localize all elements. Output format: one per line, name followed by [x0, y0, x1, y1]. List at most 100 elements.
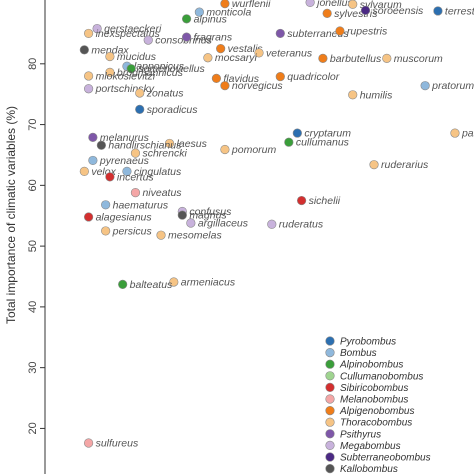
legend-label-Cullumanobombus: Cullumanobombus	[340, 371, 423, 382]
legend-label-Bombus: Bombus	[340, 348, 377, 359]
point-label-schrencki: schrencki	[142, 148, 187, 160]
legend-label-Subterraneobombus: Subterraneobombus	[340, 453, 431, 464]
point-label-mucidus: mucidus	[117, 51, 157, 63]
data-point-portschinsky	[83, 84, 94, 94]
data-point-barbutellus	[318, 53, 328, 63]
data-point-pratorum	[420, 81, 430, 91]
data-point-haematurus	[101, 200, 111, 210]
legend-marker-Sibiricobombus	[325, 382, 335, 393]
legend-marker-Kallobombus	[325, 464, 335, 474]
data-point-ruderarius	[369, 160, 379, 170]
point-label-portschinsky: portschinsky	[95, 83, 155, 95]
legend-label-Alpigenobombus: Alpigenobombus	[339, 406, 415, 417]
data-point-consobrinus	[143, 35, 153, 45]
point-label-mesomelas: mesomelas	[168, 230, 222, 242]
point-label-magnus: magnus	[189, 210, 227, 222]
legend-marker-Melanobombus	[325, 394, 335, 404]
point-label-sylvestris: sylvestris	[334, 8, 378, 20]
data-point-argillaceus	[186, 218, 196, 228]
data-point-cingulatus	[122, 166, 132, 176]
point-label-cingulatus: cingulatus	[134, 166, 182, 178]
point-label-pomorum: pomorum	[231, 144, 277, 156]
data-point-sulfureus	[83, 438, 94, 448]
data-point-alpinus	[181, 14, 192, 24]
point-label-soroeensis: soroeensis	[373, 5, 425, 17]
point-label-ruderarius: ruderarius	[381, 159, 429, 171]
point-label-veteranus: veteranus	[266, 47, 313, 59]
data-point-ruderatus	[267, 219, 277, 229]
point-label-barbutellus: barbutellus	[330, 53, 382, 65]
data-point-terrestris	[433, 6, 443, 16]
legend-marker-Bombus	[325, 348, 335, 358]
data-point-sporadicus	[135, 104, 145, 114]
point-label-humilis: humilis	[360, 89, 393, 101]
point-label-alpinus: alpinus	[194, 13, 228, 25]
legend-marker-Cullumanobombus	[325, 371, 335, 381]
data-point-mendax	[79, 45, 89, 55]
legend-label-Pyrobombus: Pyrobombus	[340, 337, 396, 348]
point-label-pascuorum: pascuorum	[461, 128, 474, 140]
data-point-mlokosievitzi	[83, 71, 94, 81]
legend-label-Thoracobombus: Thoracobombus	[340, 418, 412, 429]
point-label-cullumanus: cullumanus	[296, 137, 350, 149]
data-point-sichelii	[297, 195, 307, 206]
point-label-muscorum: muscorum	[394, 53, 443, 65]
y-tick-label: 70	[27, 118, 39, 130]
legend: PyrobombusBombusAlpinobombusCullumanobom…	[325, 336, 431, 474]
point-label-norvegicus: norvegicus	[232, 80, 284, 92]
data-point-pascuorum	[450, 128, 460, 138]
legend-marker-Megabombus	[325, 440, 335, 451]
legend-label-Melanobombus: Melanobombus	[340, 395, 408, 406]
point-label-alagesianus: alagesianus	[96, 211, 153, 223]
data-point-magnus	[177, 210, 187, 220]
y-tick-label: 60	[27, 179, 39, 191]
point-label-quadricolor: quadricolor	[287, 71, 339, 83]
data-point-soroeensis	[360, 5, 371, 15]
data-point-wurflenii	[220, 0, 230, 9]
legend-marker-Subterraneobombus	[325, 452, 335, 462]
legend-label-Sibiricobombus: Sibiricobombus	[340, 383, 408, 394]
data-point-pyrenaeus	[88, 155, 98, 166]
data-points: wurflenii jonellus sylvarum monticolaalpinu…	[79, 0, 474, 450]
data-point-handlirschianus	[96, 140, 106, 150]
point-label-persicus: persicus	[112, 225, 153, 237]
point-label-terrestris: terrestris	[445, 5, 474, 17]
legend-label-Alpinobombus: Alpinobombus	[339, 360, 403, 371]
point-label-handlirschianus: handlirschianus	[108, 140, 182, 152]
data-point-mesomelas	[156, 230, 166, 240]
data-point-norvegicus	[220, 81, 230, 91]
legend-marker-Thoracobombus	[325, 417, 335, 427]
data-point-persicus	[101, 226, 111, 236]
data-point-rupestris	[335, 26, 345, 36]
data-point-schrencki	[130, 148, 141, 158]
point-label-confusus: confusus	[189, 206, 232, 218]
point-label-pratorum: pratorum	[431, 80, 474, 92]
point-label-cryptarum: cryptarum	[304, 128, 351, 140]
point-label-inexspectatus: inexspectatus	[96, 28, 161, 40]
data-point-flavidus	[211, 73, 221, 83]
data-point-alagesianus	[83, 212, 94, 222]
point-label-haematurus: haematurus	[113, 199, 169, 211]
point-label-lapponicus: lapponicus	[134, 61, 185, 73]
point-label-wurflenii: wurflenii	[232, 0, 271, 10]
data-point-semenoviellus	[126, 64, 136, 74]
data-point-mocsaryi	[203, 53, 213, 63]
data-point-muscorum	[382, 53, 392, 63]
point-label-subterraneus: subterraneus	[287, 28, 349, 40]
point-label-argillaceus: argillaceus	[198, 218, 249, 230]
data-point-velox	[79, 166, 89, 176]
point-label-sulfureus: sulfureus	[96, 438, 139, 450]
y-tick-label: 20	[27, 422, 39, 434]
point-label-jonellus: jonellus	[315, 0, 353, 9]
point-label-monticola: monticola	[206, 7, 251, 19]
legend-label-Megabombus: Megabombus	[340, 441, 401, 452]
point-label-mendax: mendax	[91, 44, 129, 56]
point-label-niveatus: niveatus	[142, 187, 182, 199]
legend-marker-Alpigenobombus	[325, 406, 335, 416]
data-point-zonatus	[135, 88, 145, 98]
data-point-gerstaeckeri	[92, 23, 102, 34]
legend-label-Kallobombus: Kallobombus	[340, 464, 398, 474]
data-point-sylvarum	[348, 0, 358, 9]
point-label-sporadicus: sporadicus	[147, 104, 199, 116]
